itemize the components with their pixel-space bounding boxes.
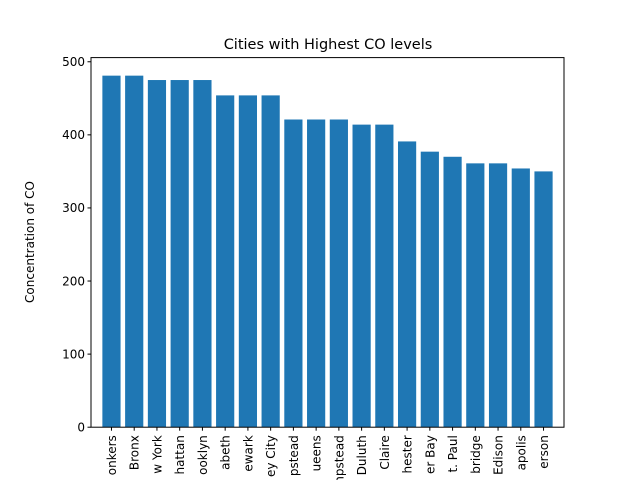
x-tick-label-5: abeth: [219, 435, 233, 470]
bar-6: [238, 95, 258, 428]
x-tick-label-10: npstead: [332, 435, 346, 480]
y-axis-label: Concentration of CO: [23, 181, 37, 303]
bar-16: [466, 163, 485, 428]
bar-14: [420, 151, 439, 428]
bar-3: [170, 80, 189, 428]
x-tick-label-13: hester: [401, 435, 415, 473]
x-axis: onkers Bronx w York hattan ooklyn abeth ewark e…: [105, 427, 551, 480]
bar-17: [488, 163, 508, 428]
bar-5: [216, 95, 235, 428]
x-tick-label-6: ewark: [241, 435, 255, 471]
bar-18: [511, 168, 530, 428]
x-tick-label-3: hattan: [173, 435, 187, 474]
y-tick-label-0: 0: [77, 421, 85, 435]
bars-group: [102, 75, 553, 428]
bar-11: [352, 124, 371, 428]
x-tick-label-18: apolis: [514, 435, 528, 470]
x-tick-label-1: Bronx: [128, 435, 142, 470]
x-tick-label-4: ooklyn: [196, 435, 210, 475]
x-tick-label-12: Claire: [378, 435, 392, 469]
y-axis: 0 100 200 300 400 500: [62, 55, 91, 435]
x-tick-label-15: t. Paul: [446, 435, 460, 472]
y-tick-label-4: 400: [62, 128, 85, 142]
x-tick-label-19: erson: [537, 435, 551, 469]
x-tick-label-9: ueens: [310, 435, 324, 471]
bar-2: [147, 80, 167, 428]
bar-4: [193, 80, 212, 428]
x-tick-label-2: w York: [150, 435, 164, 474]
bar-15: [443, 156, 462, 428]
x-tick-label-16: bridge: [469, 435, 483, 474]
bar-0: [102, 75, 121, 428]
bar-9: [307, 119, 326, 428]
y-tick-label-5: 500: [62, 55, 85, 69]
y-tick-label-3: 300: [62, 201, 85, 215]
bar-12: [375, 124, 394, 428]
bar-1: [125, 75, 144, 428]
chart-title: Cities with Highest CO levels: [224, 37, 433, 53]
x-tick-label-14: er Bay: [423, 435, 437, 474]
bar-10: [329, 119, 348, 428]
bar-8: [284, 119, 303, 428]
x-tick-label-8: pstead: [287, 435, 301, 476]
x-tick-label-11: Duluth: [355, 435, 369, 475]
x-tick-label-0: onkers: [105, 435, 119, 475]
y-tick-label-2: 200: [62, 274, 85, 288]
x-tick-label-7: ey City: [264, 435, 278, 477]
x-tick-label-17: Edison: [492, 435, 506, 475]
y-tick-label-1: 100: [62, 347, 85, 361]
bar-7: [261, 95, 280, 428]
bar-19: [534, 171, 553, 428]
plot-frame: [90, 57, 565, 428]
bar-13: [397, 141, 417, 428]
